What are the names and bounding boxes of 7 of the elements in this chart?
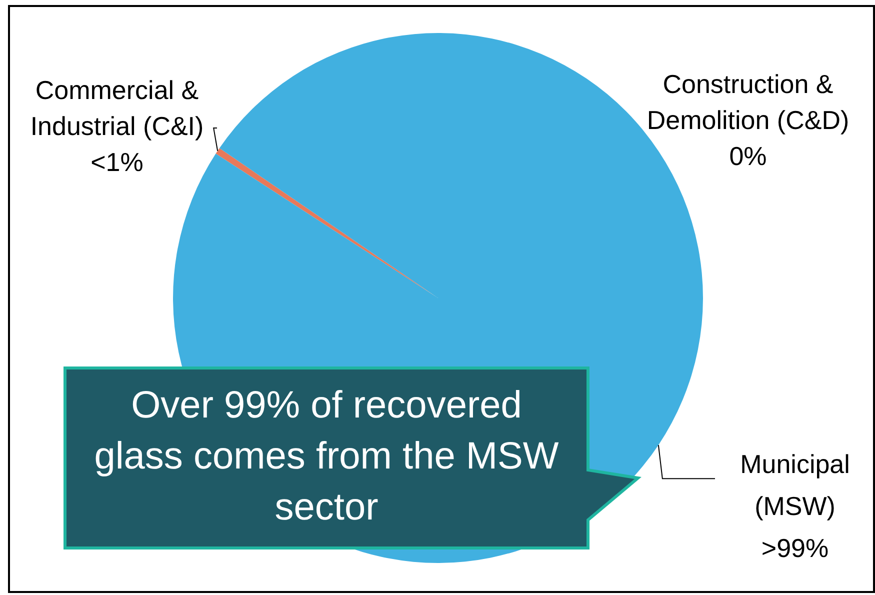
slice-label: Commercial & Industrial (C&I): [30, 75, 204, 142]
data-label: <1%: [90, 147, 144, 178]
category-label: Construction & Demolition (C&D): [646, 69, 850, 136]
data-label: >99%: [761, 533, 829, 564]
text: 0%: [729, 141, 767, 172]
slice-label: Municipal (MSW): [740, 449, 850, 522]
text: Over 99% of recovered glass comes from the MSW sector: [94, 384, 559, 528]
